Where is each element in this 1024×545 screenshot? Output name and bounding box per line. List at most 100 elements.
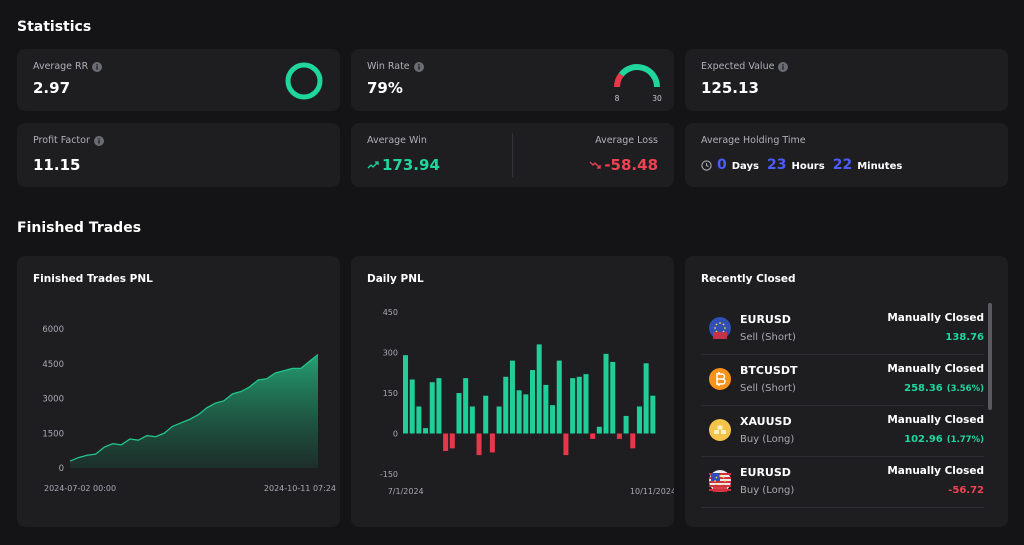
stat-label: Win Rate bbox=[367, 61, 424, 72]
info-icon bbox=[778, 61, 789, 72]
asset-icon bbox=[709, 317, 731, 339]
bar bbox=[476, 433, 482, 456]
trade-item[interactable]: EURUSD Buy (Long) Manually Closed -56.72 bbox=[701, 456, 984, 508]
bar bbox=[636, 406, 642, 434]
line bbox=[69, 353, 319, 462]
list-title: Recently Closed bbox=[701, 273, 796, 285]
trade-amount: 102.96 bbox=[904, 434, 943, 445]
gauge-arc bbox=[618, 64, 660, 88]
bar bbox=[623, 415, 629, 434]
chart-title: Daily PNL bbox=[367, 273, 424, 285]
icon-part bbox=[98, 139, 100, 144]
scrollbar[interactable] bbox=[988, 303, 992, 410]
section-title: Statistics bbox=[17, 19, 92, 35]
bar bbox=[423, 428, 429, 434]
stat-card: Average Win 173.94 Average Loss -58.48 bbox=[351, 123, 674, 187]
trade-item[interactable]: BTCUSDT Sell (Short) Manually Closed 258.36… bbox=[701, 354, 984, 406]
trade-status: Manually Closed bbox=[887, 312, 984, 324]
icon-part bbox=[714, 430, 719, 434]
list-card: Recently Closed EURUSD Sell (Short) Manual… bbox=[685, 256, 1008, 527]
clock-icon bbox=[701, 159, 712, 171]
stat-value-row: -58.48 bbox=[589, 156, 658, 174]
bar bbox=[543, 384, 549, 434]
trade-symbol: XAUUSD bbox=[740, 415, 792, 428]
icon-part bbox=[96, 65, 98, 70]
info-icon bbox=[92, 61, 103, 72]
trade-item[interactable]: EURUSD Sell (Short) Manually Closed 138.76 bbox=[701, 303, 984, 355]
icon-part bbox=[782, 63, 785, 66]
label-text: Average Holding Time bbox=[701, 135, 806, 146]
icon-line bbox=[367, 161, 379, 169]
bar bbox=[429, 382, 435, 434]
trade-amount-row: 102.96 (1.77%) bbox=[904, 434, 984, 445]
bar bbox=[570, 378, 576, 434]
bar bbox=[596, 426, 602, 434]
chart-title: Finished Trades PNL bbox=[33, 273, 153, 285]
icon-part bbox=[417, 63, 420, 66]
stat-card: Profit Factor 11.15 bbox=[17, 123, 340, 187]
stat-value: 11.15 bbox=[33, 156, 81, 174]
gauge-arc bbox=[614, 72, 624, 88]
stat-value: 125.13 bbox=[701, 79, 759, 97]
bar bbox=[463, 378, 469, 434]
trade-side: Buy (Long) bbox=[740, 485, 795, 496]
icon-part bbox=[715, 323, 718, 326]
win-value: 173.94 bbox=[382, 156, 440, 174]
stat-label: Average Loss bbox=[595, 135, 658, 146]
icon-part bbox=[722, 476, 725, 479]
stat-card: Average RR 2.97 bbox=[17, 49, 340, 111]
label-text: Average Loss bbox=[595, 135, 658, 146]
trade-percent: (3.56%) bbox=[946, 384, 984, 394]
trade-item[interactable]: XAUUSD Buy (Long) Manually Closed 102.96 (1.… bbox=[701, 405, 984, 457]
trade-percent: (1.77%) bbox=[946, 435, 984, 445]
label-text: Profit Factor bbox=[33, 135, 90, 146]
bar bbox=[503, 376, 509, 434]
label-text: Average RR bbox=[33, 61, 89, 72]
bar bbox=[583, 374, 589, 434]
bar bbox=[590, 433, 596, 439]
x-tick-label: 2024-10-11 07:24 bbox=[264, 484, 336, 493]
icon-part bbox=[719, 475, 721, 477]
days-value: 0 bbox=[717, 157, 727, 173]
bar bbox=[536, 344, 542, 434]
icon-line bbox=[597, 165, 601, 169]
icon-line bbox=[375, 161, 379, 165]
bar bbox=[409, 379, 415, 434]
y-tick-label: -150 bbox=[380, 470, 398, 479]
trade-amount: 138.76 bbox=[945, 332, 984, 343]
section-title: Finished Trades bbox=[17, 220, 142, 236]
asset-icon bbox=[709, 470, 731, 492]
trade-side: Sell (Short) bbox=[740, 332, 796, 343]
bar bbox=[530, 370, 536, 434]
stat-card: Win Rate 79% 8 30 bbox=[351, 49, 674, 111]
info-icon bbox=[93, 135, 104, 146]
stat-label: Expected Value bbox=[701, 61, 789, 72]
bar bbox=[443, 433, 449, 452]
bar bbox=[416, 406, 422, 434]
label-text: Average Win bbox=[367, 135, 427, 146]
y-tick-label: 0 bbox=[59, 464, 64, 474]
trade-symbol: EURUSD bbox=[740, 466, 791, 479]
bar bbox=[563, 433, 569, 456]
stat-value-row: 173.94 bbox=[367, 156, 440, 174]
x-tick-label: 7/1/2024 bbox=[388, 487, 424, 496]
label-text: Win Rate bbox=[367, 61, 410, 72]
chart-card: Finished Trades PNL 0 1500 3000 4500 6000 202… bbox=[17, 256, 340, 527]
y-tick-label: 450 bbox=[383, 308, 398, 317]
y-tick-label: 1500 bbox=[42, 429, 64, 439]
trade-amount-row: 138.76 bbox=[945, 332, 984, 343]
trade-status: Manually Closed bbox=[887, 414, 984, 426]
icon-part bbox=[722, 483, 725, 486]
bar bbox=[436, 378, 442, 434]
stat-label: Average RR bbox=[33, 61, 103, 72]
stat-label: Average Holding Time bbox=[701, 135, 806, 146]
icon-part bbox=[717, 425, 723, 430]
bar bbox=[576, 376, 582, 434]
asset-icon bbox=[709, 419, 731, 441]
icon-part bbox=[711, 473, 720, 481]
icon-part bbox=[713, 485, 727, 492]
bar bbox=[456, 393, 462, 434]
minutes-value: 22 bbox=[832, 157, 853, 173]
stat-label: Average Win bbox=[367, 135, 427, 146]
